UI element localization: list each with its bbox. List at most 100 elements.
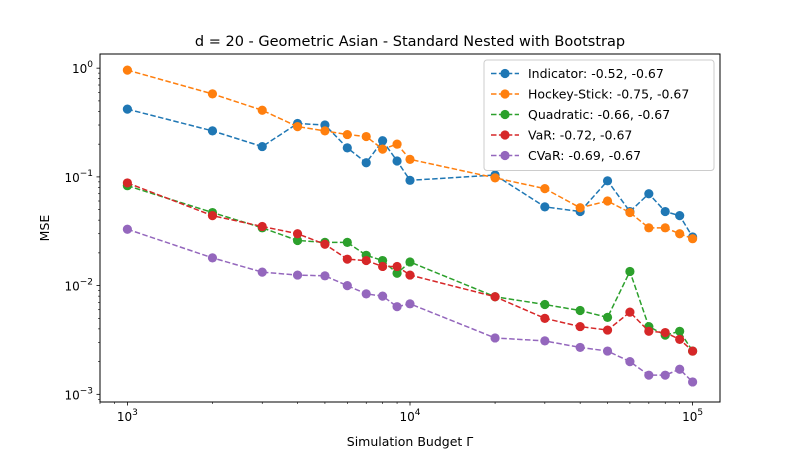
- data-point: [320, 271, 330, 281]
- data-point: [575, 305, 585, 316]
- data-point: [660, 370, 670, 380]
- data-point: [405, 154, 415, 164]
- data-point: [405, 175, 415, 185]
- data-point: [361, 289, 371, 299]
- data-point: [122, 224, 132, 234]
- series-3: [122, 178, 698, 356]
- data-point: [675, 211, 685, 221]
- data-point: [361, 158, 371, 168]
- data-point: [602, 325, 613, 335]
- data-point: [540, 299, 550, 310]
- data-point: [644, 326, 654, 336]
- legend-entry: CVaR: -0.69, -0.67: [491, 148, 641, 163]
- data-point: [540, 202, 550, 212]
- y-tick-label: 100: [72, 60, 93, 76]
- legend-entry: Hockey-Stick: -0.75, -0.67: [491, 87, 689, 102]
- data-point: [625, 266, 635, 277]
- data-point: [575, 203, 585, 213]
- data-point: [378, 144, 388, 154]
- data-point: [660, 206, 670, 217]
- data-point: [644, 370, 654, 380]
- data-point: [688, 377, 698, 387]
- data-point: [207, 253, 218, 263]
- data-point: [675, 326, 685, 336]
- data-point: [490, 333, 500, 343]
- data-point: [207, 211, 218, 221]
- data-point: [540, 313, 550, 323]
- data-point: [392, 156, 402, 166]
- data-point: [292, 122, 303, 132]
- data-point: [602, 312, 613, 322]
- data-point: [122, 65, 132, 75]
- data-point: [660, 327, 670, 338]
- legend-marker: [500, 89, 510, 99]
- data-point: [257, 221, 267, 232]
- data-point: [342, 254, 352, 264]
- data-point: [688, 234, 698, 244]
- data-point: [292, 270, 303, 280]
- data-point: [405, 257, 415, 267]
- y-tick-label: 10−1: [64, 169, 93, 185]
- x-tick-label: 103: [117, 408, 138, 424]
- data-point: [342, 129, 352, 140]
- legend-marker: [500, 109, 510, 120]
- data-point: [625, 357, 635, 367]
- data-point: [257, 105, 267, 115]
- legend: Indicator: -0.52, -0.67 Hockey-Stick: -0.…: [483, 59, 715, 171]
- data-point: [342, 143, 352, 153]
- chart-title: d = 20 - Geometric Asian - Standard Nest…: [195, 34, 625, 50]
- data-point: [207, 89, 218, 99]
- data-point: [342, 281, 352, 291]
- data-point: [342, 237, 352, 247]
- data-point: [602, 196, 613, 206]
- legend-label: Indicator: -0.52, -0.67: [528, 66, 664, 81]
- data-point: [644, 189, 654, 199]
- data-point: [602, 346, 613, 356]
- x-tick-label: 105: [682, 408, 703, 424]
- data-point: [392, 261, 402, 272]
- legend-label: CVaR: -0.69, -0.67: [528, 148, 641, 163]
- legend-entry: Indicator: -0.52, -0.67: [491, 66, 664, 81]
- legend-marker: [500, 130, 510, 140]
- data-point: [292, 229, 303, 239]
- data-point: [320, 126, 330, 136]
- data-point: [378, 136, 388, 146]
- data-point: [405, 299, 415, 309]
- data-point: [625, 207, 635, 218]
- data-point: [122, 104, 132, 114]
- data-point: [392, 268, 402, 278]
- data-point: [625, 307, 635, 317]
- data-point: [575, 342, 585, 353]
- legend-label: Hockey-Stick: -0.75, -0.67: [528, 87, 689, 102]
- data-point: [378, 291, 388, 301]
- data-point: [490, 292, 500, 302]
- data-point: [644, 223, 654, 233]
- data-point: [122, 178, 132, 188]
- legend-box: [483, 59, 715, 171]
- series-4: [122, 224, 698, 387]
- data-point: [675, 334, 685, 345]
- data-point: [675, 229, 685, 239]
- data-point: [378, 261, 388, 272]
- data-point: [688, 346, 698, 356]
- legend-entry: Quadratic: -0.66, -0.67: [491, 107, 670, 122]
- data-point: [540, 184, 550, 194]
- x-axis-label: Simulation Budget Γ: [347, 434, 473, 449]
- series-1: [122, 65, 698, 244]
- y-axis-label: MSE: [37, 215, 52, 242]
- legend-label: Quadratic: -0.66, -0.67: [528, 107, 670, 122]
- data-point: [257, 141, 267, 152]
- data-point: [207, 126, 218, 136]
- y-tick-label: 10−3: [64, 386, 93, 402]
- data-point: [660, 223, 670, 233]
- data-point: [575, 321, 585, 332]
- data-point: [392, 302, 402, 312]
- y-tick-label: 10−2: [64, 278, 93, 294]
- data-point: [675, 364, 685, 374]
- x-tick-label: 104: [399, 408, 420, 424]
- legend-marker: [500, 150, 510, 161]
- plot-area: [122, 65, 698, 387]
- data-point: [361, 131, 371, 142]
- data-point: [257, 267, 267, 277]
